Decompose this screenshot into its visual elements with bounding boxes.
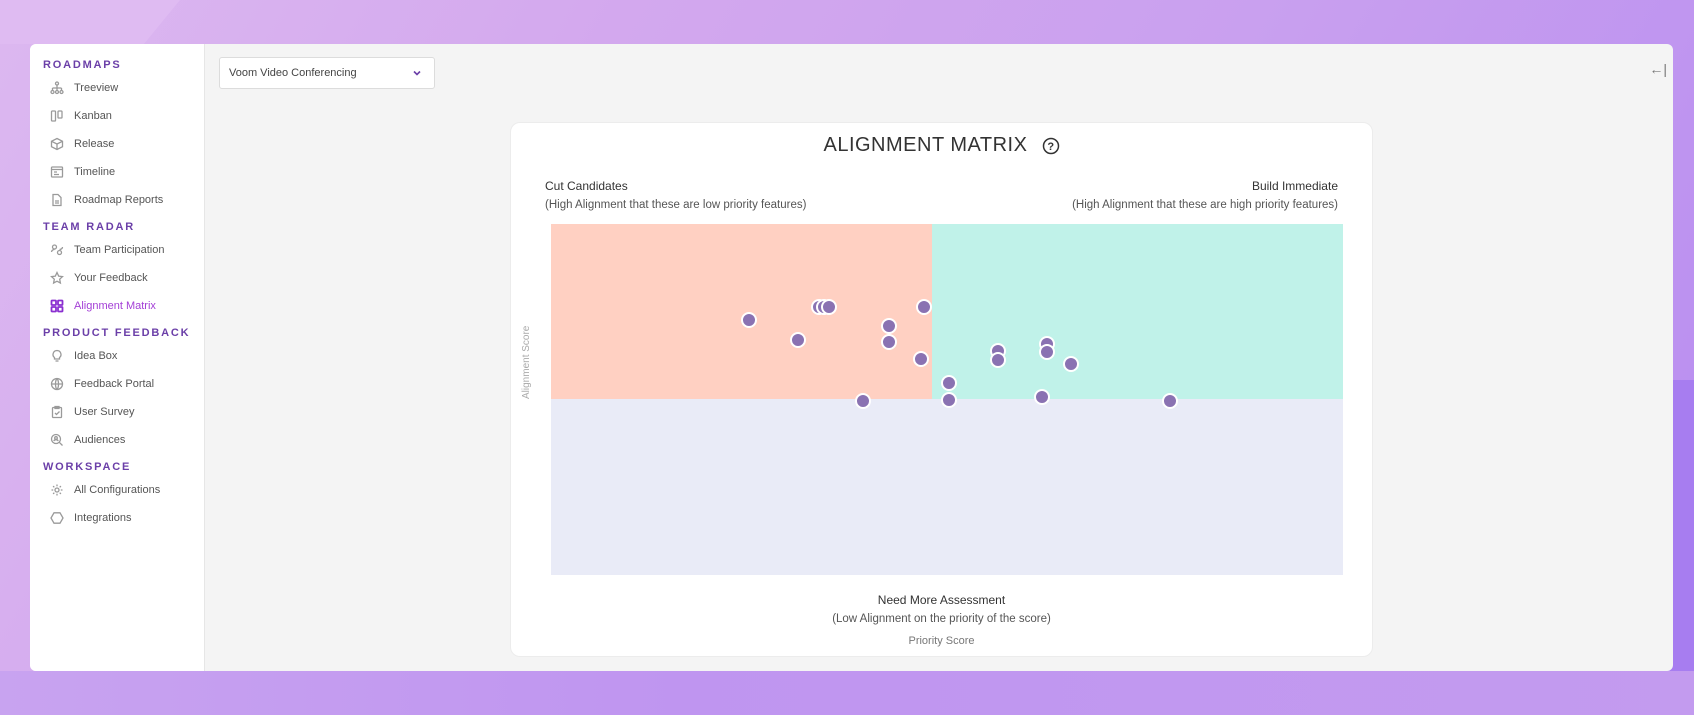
sidebar-item-kanban[interactable]: Kanban bbox=[30, 102, 204, 130]
lightbulb-icon bbox=[49, 348, 65, 364]
need-assessment-subtitle: (Low Alignment on the priority of the sc… bbox=[832, 613, 1051, 625]
chart-title-row: ALIGNMENT MATRIX ? bbox=[511, 134, 1372, 157]
sidebar-item-label: Feedback Portal bbox=[74, 378, 155, 390]
sidebar-item-label: Your Feedback bbox=[74, 272, 148, 284]
sidebar-item-idea-box[interactable]: Idea Box bbox=[30, 342, 204, 370]
data-point[interactable] bbox=[1034, 389, 1051, 406]
sidebar-item-label: Kanban bbox=[74, 110, 112, 122]
build-immediate-quadrant bbox=[932, 224, 1343, 399]
data-point[interactable] bbox=[940, 391, 957, 408]
sidebar-item-user-survey[interactable]: User Survey bbox=[30, 398, 204, 426]
x-axis-label: Priority Score bbox=[908, 635, 975, 647]
product-select-value: Voom Video Conferencing bbox=[229, 67, 357, 79]
data-point[interactable] bbox=[912, 351, 929, 368]
data-point[interactable] bbox=[1038, 344, 1055, 361]
chart-title: ALIGNMENT MATRIX bbox=[823, 134, 1028, 156]
clipboard-icon bbox=[49, 404, 65, 420]
sidebar-item-label: Idea Box bbox=[74, 350, 118, 362]
sidebar-item-integrations[interactable]: Integrations bbox=[30, 504, 204, 532]
sidebar-item-alignment-matrix[interactable]: Alignment Matrix bbox=[30, 292, 204, 320]
collapse-sidebar-button[interactable]: ←| bbox=[1649, 61, 1667, 77]
sidebar: ROADMAPS Treeview Kanban Release Timeline Roa… bbox=[30, 44, 205, 671]
need-assessment-quadrant bbox=[551, 399, 1343, 575]
cut-candidates-quadrant bbox=[551, 224, 932, 399]
section-title-team-radar: TEAM RADAR bbox=[43, 221, 135, 233]
chevron-down-icon bbox=[413, 70, 421, 76]
sidebar-item-label: Timeline bbox=[74, 166, 116, 178]
grid-icon bbox=[49, 298, 65, 314]
globe-icon bbox=[49, 376, 65, 392]
hexagon-icon bbox=[49, 510, 65, 526]
gear-icon bbox=[49, 482, 65, 498]
sidebar-item-all-configurations[interactable]: All Configurations bbox=[30, 476, 204, 504]
sidebar-item-label: Audiences bbox=[74, 434, 126, 446]
cut-candidates-title: Cut Candidates bbox=[545, 179, 628, 193]
sidebar-item-label: Team Participation bbox=[74, 244, 165, 256]
help-icon[interactable]: ? bbox=[1042, 137, 1060, 155]
product-select[interactable]: Voom Video Conferencing bbox=[219, 57, 435, 89]
data-point[interactable] bbox=[916, 298, 933, 315]
data-point[interactable] bbox=[790, 331, 807, 348]
section-title-workspace: WORKSPACE bbox=[43, 461, 132, 473]
cut-candidates-subtitle: (High Alignment that these are low prior… bbox=[545, 199, 807, 211]
data-point[interactable] bbox=[820, 298, 837, 315]
sidebar-item-label: Release bbox=[74, 138, 115, 150]
search-user-icon bbox=[49, 432, 65, 448]
background-bottom bbox=[0, 671, 1694, 715]
sidebar-item-label: Integrations bbox=[74, 512, 132, 524]
sidebar-item-audiences[interactable]: Audiences bbox=[30, 426, 204, 454]
sidebar-item-label: All Configurations bbox=[74, 484, 161, 496]
build-immediate-subtitle: (High Alignment that these are high prio… bbox=[1072, 199, 1338, 211]
team-icon bbox=[49, 242, 65, 258]
sidebar-item-label: Alignment Matrix bbox=[74, 300, 156, 312]
sidebar-item-release[interactable]: Release bbox=[30, 130, 204, 158]
document-icon bbox=[49, 192, 65, 208]
section-title-roadmaps: ROADMAPS bbox=[43, 59, 122, 71]
data-point[interactable] bbox=[989, 351, 1006, 368]
sidebar-item-label: User Survey bbox=[74, 406, 135, 418]
data-point[interactable] bbox=[881, 318, 898, 335]
need-assessment-title: Need More Assessment bbox=[877, 593, 1006, 607]
sidebar-item-team-participation[interactable]: Team Participation bbox=[30, 236, 204, 264]
sidebar-item-roadmap-reports[interactable]: Roadmap Reports bbox=[30, 186, 204, 214]
data-point[interactable] bbox=[940, 375, 957, 391]
section-title-product-feedback: PRODUCT FEEDBACK bbox=[43, 327, 191, 339]
app-window: ROADMAPS Treeview Kanban Release Timeline Roa… bbox=[30, 44, 1673, 671]
sidebar-item-label: Roadmap Reports bbox=[74, 194, 164, 206]
svg-text:?: ? bbox=[1047, 141, 1054, 153]
background-shape bbox=[0, 0, 180, 44]
treeview-icon bbox=[49, 80, 65, 96]
build-immediate-title: Build Immediate bbox=[1251, 179, 1338, 193]
data-point[interactable] bbox=[1161, 392, 1178, 409]
sidebar-item-timeline[interactable]: Timeline bbox=[30, 158, 204, 186]
sidebar-item-your-feedback[interactable]: Your Feedback bbox=[30, 264, 204, 292]
kanban-icon bbox=[49, 108, 65, 124]
timeline-icon bbox=[49, 164, 65, 180]
sidebar-item-treeview[interactable]: Treeview bbox=[30, 74, 204, 102]
data-point[interactable] bbox=[881, 333, 898, 350]
star-icon bbox=[49, 270, 65, 286]
data-point[interactable] bbox=[741, 312, 757, 329]
data-point[interactable] bbox=[855, 392, 872, 409]
y-axis-label: Alignment Score bbox=[521, 325, 532, 399]
alignment-matrix-card: ALIGNMENT MATRIX ? Cut Candidates (High … bbox=[510, 122, 1373, 657]
sidebar-item-feedback-portal[interactable]: Feedback Portal bbox=[30, 370, 204, 398]
scatter-plot bbox=[551, 224, 1343, 575]
data-point[interactable] bbox=[1063, 356, 1080, 373]
cube-icon bbox=[49, 136, 65, 152]
main-content: Voom Video Conferencing ←| ALIGNMENT MAT… bbox=[205, 44, 1673, 671]
sidebar-item-label: Treeview bbox=[74, 82, 119, 94]
